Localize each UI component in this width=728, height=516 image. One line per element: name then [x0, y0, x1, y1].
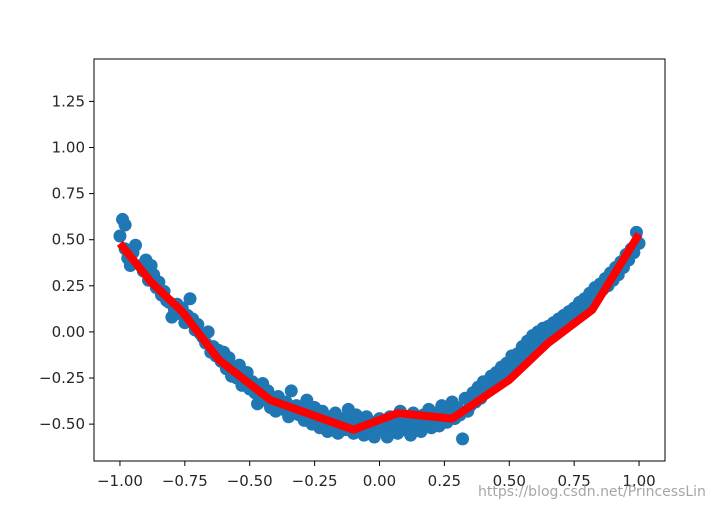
x-tick-label: −1.00: [97, 472, 143, 490]
fit-line-path: [116, 232, 643, 434]
y-tick-label: 0.00: [52, 323, 85, 341]
y-tick-label: 0.75: [52, 185, 85, 203]
fit-line-series: [116, 232, 643, 434]
scatter-point: [129, 238, 143, 252]
scatter-point: [183, 292, 197, 306]
x-tick-label: 0.00: [363, 472, 396, 490]
y-tick-label: 0.25: [52, 277, 85, 295]
x-tick-label: −0.50: [227, 472, 273, 490]
scatter-point: [113, 229, 127, 243]
watermark-text: https://blog.csdn.net/PrincessLin: [478, 484, 706, 500]
x-tick-label: 0.75: [557, 472, 590, 490]
plot-frame: [93, 58, 666, 462]
y-tick-label: −0.25: [39, 369, 85, 387]
x-tick-label: −0.75: [162, 472, 208, 490]
x-axis: −1.00 −0.75 −0.50 −0.25 0.00 0.25 0.50 0.75 1.00: [97, 461, 656, 490]
x-tick-label: 1.00: [622, 472, 655, 490]
x-tick-label: 0.50: [493, 472, 526, 490]
x-tick-label: −0.25: [292, 472, 338, 490]
scatter-point: [456, 432, 470, 446]
y-tick-label: 1.25: [52, 92, 85, 110]
x-tick-label: 0.25: [428, 472, 461, 490]
y-tick-label: 0.50: [52, 231, 85, 249]
scatter-point: [284, 384, 298, 398]
y-axis: −0.50 −0.25 0.00 0.25 0.50 0.75 1.00 1.25: [39, 92, 94, 433]
scatter-point: [118, 218, 132, 232]
y-tick-label: 1.00: [52, 139, 85, 157]
y-tick-label: −0.50: [39, 415, 85, 433]
